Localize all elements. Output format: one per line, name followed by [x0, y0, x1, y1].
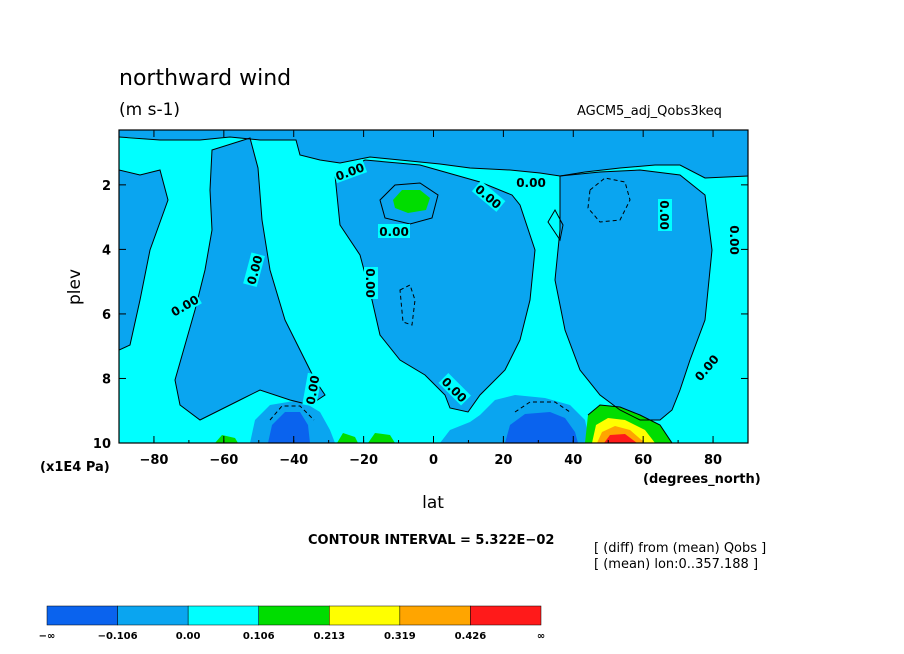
y-tick-label: 6 [102, 308, 111, 323]
colorbar-swatch [258, 605, 330, 626]
chart-units: (m s-1) [119, 100, 181, 120]
contour-negative-dashed-3 [514, 401, 571, 413]
contour-positive-2 [547, 208, 564, 242]
colorbar-label: −0.106 [98, 631, 138, 642]
x-axis: −80 −60 −40 −20 0 20 40 60 80 [118, 130, 749, 468]
contour-interval-text: CONTOUR INTERVAL = 5.322E−02 [308, 533, 555, 548]
colorbar-label: −∞ [39, 631, 56, 642]
x-tick-label: 80 [704, 453, 722, 468]
contour-label: 0.00 [516, 176, 546, 190]
positive-green-regions [215, 190, 430, 443]
y-axis-label: plev [65, 269, 85, 305]
contour-positive-3 [587, 404, 673, 443]
y-tick-label: 8 [102, 372, 111, 387]
contour-label-bg [438, 373, 471, 406]
region-strong-neg-mid [505, 412, 578, 443]
region-strong-neg-south [268, 412, 310, 443]
contour-negative-dashed-4 [269, 405, 315, 421]
y-tick-label: 2 [102, 179, 111, 194]
colorbar-swatch [46, 605, 118, 626]
region-pos-bottom-c [368, 433, 395, 443]
contour-zero-north [554, 169, 713, 421]
colorbar-swatch [187, 605, 259, 626]
contour-negative-dashed-1 [587, 177, 631, 223]
colorbar-label: 0.426 [455, 631, 487, 642]
contour-positive-1 [379, 182, 439, 225]
annotation-line-diff: [ (diff) from (mean) Qobs ] [594, 541, 767, 556]
region-neg-top [119, 130, 748, 178]
contour-negative-dashed-2 [399, 284, 416, 326]
x-axis-label: lat [422, 493, 444, 513]
contour-label-bg [728, 224, 742, 256]
contour-label-bg [167, 291, 202, 320]
colorbar-swatch [470, 605, 542, 626]
region-neg-north [555, 170, 712, 420]
region-pos-bottom-a [215, 435, 238, 443]
colorbar-swatch [399, 605, 471, 626]
contour-zero-south [119, 169, 169, 351]
x-tick-label: 60 [634, 453, 652, 468]
region-pos-bottom-b [337, 433, 358, 443]
region-pos-north-upper [393, 190, 430, 213]
max-band-4 [604, 434, 637, 443]
chart-title: northward wind [119, 66, 292, 91]
x-tick-label: −60 [209, 453, 238, 468]
contour-label: 0.00 [727, 225, 741, 255]
contour-label-bg [243, 252, 265, 288]
region-neg-central [335, 160, 535, 412]
colorbar-swatch [329, 605, 401, 626]
contour-label-bg [690, 350, 722, 385]
x-axis-units: (degrees_north) [643, 472, 761, 487]
colorbar-label: 0.213 [313, 631, 345, 642]
contour-label: 0.00 [363, 268, 377, 298]
contour-label: 0.00 [379, 225, 409, 239]
contour-label-bg [471, 180, 506, 212]
contour-zero-southmid [174, 137, 326, 421]
colorbar: −∞ −0.106 0.00 0.106 0.213 0.319 0.426 ∞ [39, 605, 545, 642]
contour-zero-top [119, 136, 748, 179]
x-tick-label: −40 [279, 453, 308, 468]
contour-fields [119, 130, 748, 443]
contour-label-bg [658, 199, 672, 231]
x-tick-label: 20 [494, 453, 512, 468]
colorbar-label: ∞ [537, 631, 545, 642]
y-axis: 2 4 6 8 10 [93, 179, 748, 452]
x-tick-label: −80 [139, 453, 168, 468]
contour-label-bg [364, 267, 378, 299]
run-label: AGCM5_adj_Qobs3keq [577, 104, 722, 119]
contour-label-bg [515, 175, 547, 189]
colorbar-label: 0.106 [243, 631, 275, 642]
annotation-line-mean: [ (mean) lon:0..357.188 ] [594, 557, 759, 572]
x-tick-label: 0 [429, 453, 438, 468]
contour-lines [119, 136, 748, 443]
y-axis-units: (x1E4 Pa) [40, 460, 110, 475]
contour-label-bg [302, 372, 322, 407]
northern-maximum [585, 405, 672, 443]
region-neg-south-column [119, 170, 168, 350]
contour-label: 0.00 [304, 374, 323, 406]
y-tick-label: 10 [93, 437, 111, 452]
strong-negative-regions [268, 412, 578, 443]
contour-label-bg [378, 224, 410, 238]
colorbar-label: 0.319 [384, 631, 416, 642]
x-tick-label: −20 [349, 453, 378, 468]
colorbar-label: 0.00 [176, 631, 201, 642]
y-tick-label: 4 [102, 243, 111, 258]
negative-regions [119, 130, 748, 443]
contour-label-bg [332, 159, 368, 184]
contour-zero-central [334, 159, 536, 413]
colorbar-swatch [117, 605, 189, 626]
contour-label: 0.00 [657, 200, 671, 230]
x-tick-label: 40 [564, 453, 582, 468]
